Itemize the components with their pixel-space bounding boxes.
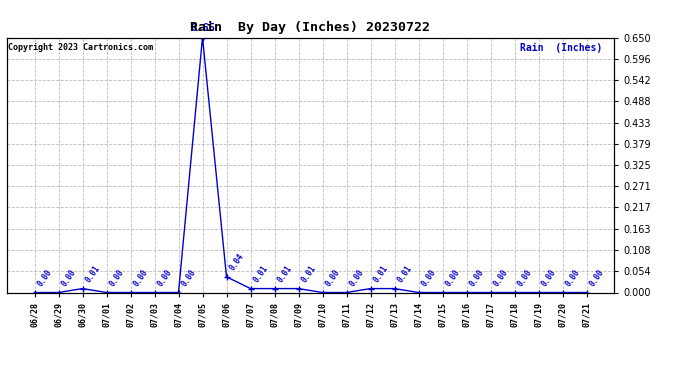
Text: 0.01: 0.01 (372, 264, 390, 284)
Text: 0.00: 0.00 (36, 268, 54, 288)
Text: 0.00: 0.00 (324, 268, 342, 288)
Text: 0.00: 0.00 (420, 268, 438, 288)
Text: 0.00: 0.00 (516, 268, 534, 288)
Text: 0.01: 0.01 (276, 264, 294, 284)
Text: 0.00: 0.00 (444, 268, 462, 288)
Text: 0.01: 0.01 (252, 264, 270, 284)
Text: 0.00: 0.00 (468, 268, 486, 288)
Text: 0.00: 0.00 (588, 268, 606, 288)
Text: 0.00: 0.00 (540, 268, 558, 288)
Text: 0.01: 0.01 (396, 264, 414, 284)
Text: 0.00: 0.00 (156, 268, 174, 288)
Text: Copyright 2023 Cartronics.com: Copyright 2023 Cartronics.com (8, 43, 153, 52)
Text: 0.00: 0.00 (564, 268, 582, 288)
Text: 0.00: 0.00 (492, 268, 510, 288)
Text: 0.01: 0.01 (300, 264, 318, 284)
Title: Rain  By Day (Inches) 20230722: Rain By Day (Inches) 20230722 (190, 21, 431, 33)
Text: 0.01: 0.01 (84, 264, 102, 284)
Text: 0.04: 0.04 (228, 252, 246, 273)
Text: 0.00: 0.00 (180, 268, 198, 288)
Text: 0.00: 0.00 (108, 268, 126, 288)
Text: 0.00: 0.00 (132, 268, 150, 288)
Text: 0.65: 0.65 (190, 23, 215, 33)
Text: 0.00: 0.00 (348, 268, 366, 288)
Text: 0.00: 0.00 (60, 268, 78, 288)
Text: Rain  (Inches): Rain (Inches) (520, 43, 602, 52)
